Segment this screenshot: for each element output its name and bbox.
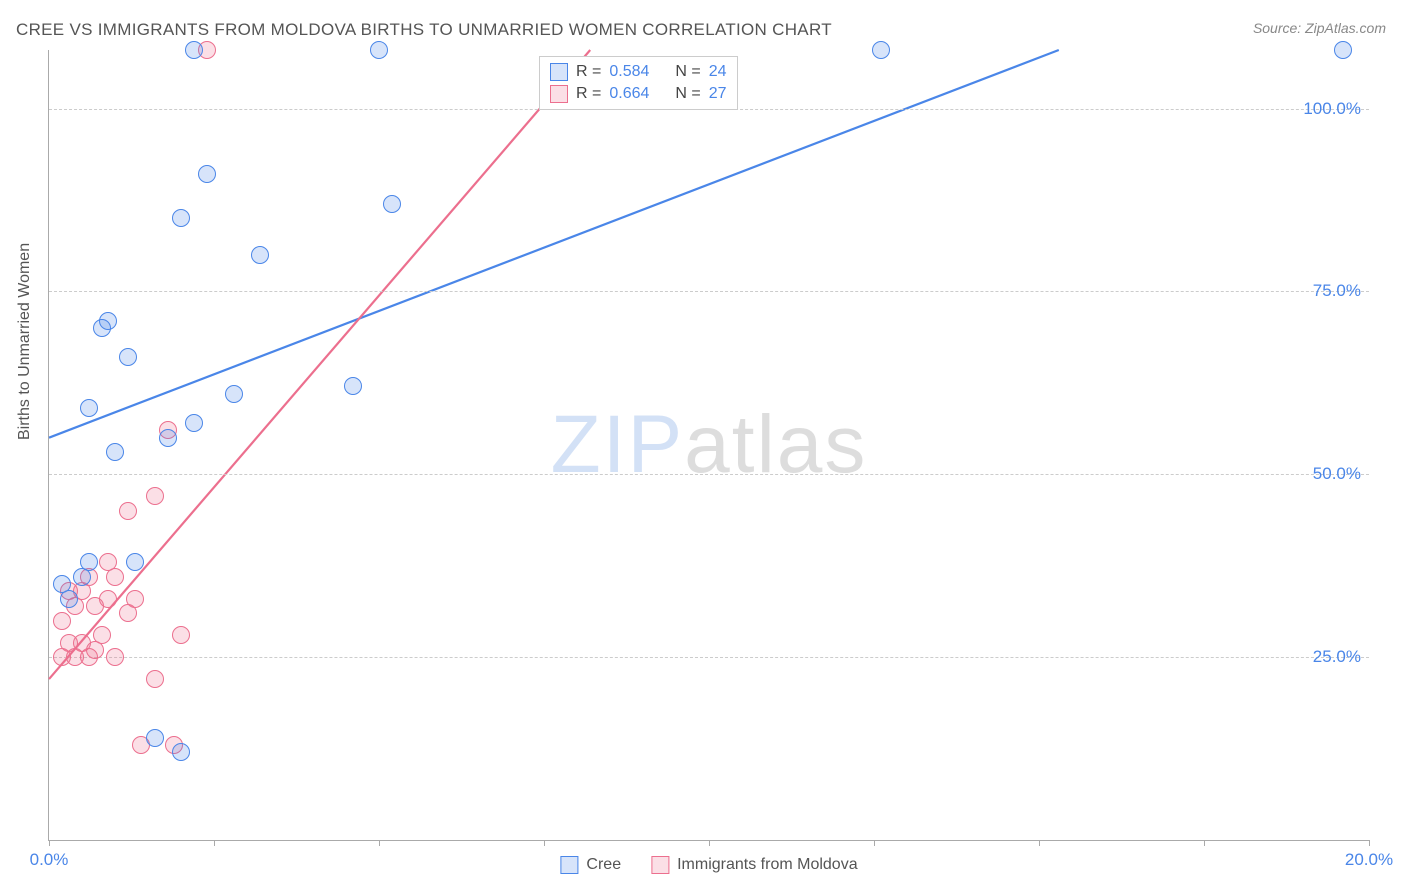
data-point-moldova [172, 626, 190, 644]
data-point-cree [383, 195, 401, 213]
data-point-moldova [99, 590, 117, 608]
data-point-cree [251, 246, 269, 264]
x-tick-label: 20.0% [1345, 850, 1393, 870]
n-label: N = [675, 63, 700, 81]
correlation-legend: R = 0.584 N = 24 R = 0.664 N = 27 [539, 56, 738, 110]
n-value: 24 [709, 63, 727, 81]
r-value: 0.584 [609, 63, 649, 81]
n-label: N = [675, 85, 700, 103]
r-label: R = [576, 85, 601, 103]
x-tick [544, 840, 545, 846]
trend-lines [49, 50, 1369, 840]
data-point-cree [60, 590, 78, 608]
data-point-moldova [106, 568, 124, 586]
y-tick-label: 100.0% [1303, 99, 1361, 119]
gridline [49, 474, 1369, 475]
swatch-cree [560, 856, 578, 874]
data-point-cree [198, 165, 216, 183]
data-point-cree [225, 385, 243, 403]
plot-area: ZIPatlas R =0.584N =24R =0.664N =27 Cree… [48, 50, 1369, 841]
gridline [49, 291, 1369, 292]
data-point-cree [80, 553, 98, 571]
data-point-moldova [119, 502, 137, 520]
chart-title: CREE VS IMMIGRANTS FROM MOLDOVA BIRTHS T… [16, 20, 832, 40]
y-tick-label: 75.0% [1313, 281, 1361, 301]
data-point-cree [185, 414, 203, 432]
gridline [49, 109, 1369, 110]
watermark-zip: ZIP [551, 399, 685, 490]
x-tick [214, 840, 215, 846]
x-tick [874, 840, 875, 846]
r-label: R = [576, 63, 601, 81]
x-tick [49, 840, 50, 846]
series-legend: Cree Immigrants from Moldova [560, 856, 857, 874]
legend-stat-row: R = 0.584 N = 24 [550, 61, 727, 83]
data-point-cree [172, 209, 190, 227]
data-point-moldova [146, 670, 164, 688]
watermark: ZIPatlas [551, 398, 868, 492]
data-point-moldova [93, 626, 111, 644]
x-tick [709, 840, 710, 846]
data-point-cree [126, 553, 144, 571]
gridline [49, 657, 1369, 658]
data-point-cree [159, 429, 177, 447]
data-point-moldova [126, 590, 144, 608]
legend-label-moldova: Immigrants from Moldova [677, 856, 858, 874]
y-tick-label: 50.0% [1313, 464, 1361, 484]
swatch-icon [550, 85, 568, 103]
data-point-cree [185, 41, 203, 59]
legend-stat-row: R = 0.664 N = 27 [550, 83, 727, 105]
swatch-moldova [651, 856, 669, 874]
legend-item-cree: Cree [560, 856, 621, 874]
source-label: Source: ZipAtlas.com [1253, 20, 1386, 36]
data-point-moldova [106, 648, 124, 666]
data-point-cree [146, 729, 164, 747]
watermark-atlas: atlas [684, 399, 867, 490]
data-point-cree [119, 348, 137, 366]
data-point-cree [344, 377, 362, 395]
data-point-moldova [146, 487, 164, 505]
legend-label-cree: Cree [586, 856, 621, 874]
x-tick [1204, 840, 1205, 846]
y-axis-label: Births to Unmarried Women [16, 243, 34, 440]
data-point-cree [370, 41, 388, 59]
data-point-cree [172, 743, 190, 761]
data-point-cree [106, 443, 124, 461]
swatch-icon [550, 63, 568, 81]
x-tick [1369, 840, 1370, 846]
data-point-moldova [53, 612, 71, 630]
r-value: 0.664 [609, 85, 649, 103]
data-point-cree [80, 399, 98, 417]
data-point-cree [99, 312, 117, 330]
x-tick [379, 840, 380, 846]
legend-item-moldova: Immigrants from Moldova [651, 856, 858, 874]
n-value: 27 [709, 85, 727, 103]
x-tick [1039, 840, 1040, 846]
data-point-cree [1334, 41, 1352, 59]
data-point-cree [872, 41, 890, 59]
x-tick-label: 0.0% [30, 850, 69, 870]
y-tick-label: 25.0% [1313, 647, 1361, 667]
